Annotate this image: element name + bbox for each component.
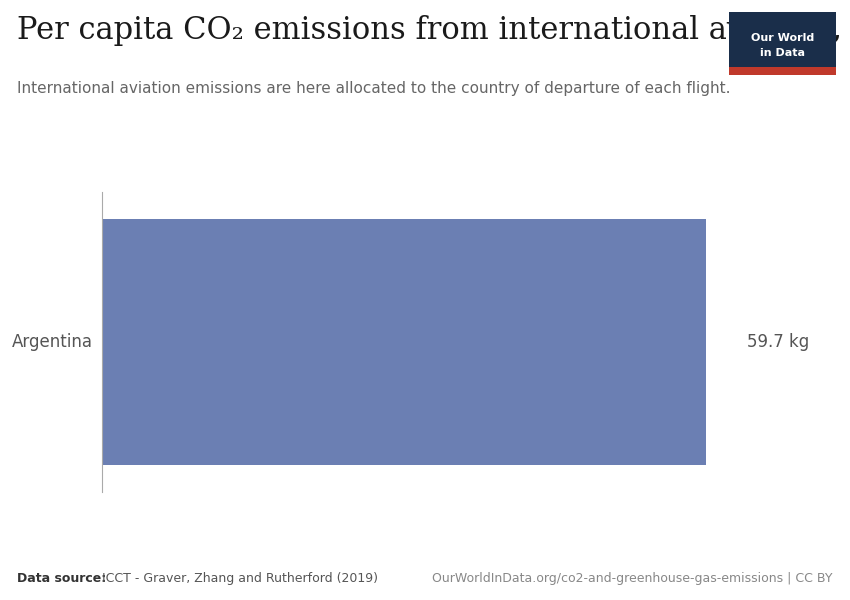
Text: Data source:: Data source: bbox=[17, 572, 106, 585]
Text: Argentina: Argentina bbox=[11, 333, 93, 351]
Text: Our World: Our World bbox=[751, 34, 814, 43]
Text: Per capita CO₂ emissions from international aviation, 2018: Per capita CO₂ emissions from internatio… bbox=[17, 15, 850, 46]
Text: ICCT - Graver, Zhang and Rutherford (2019): ICCT - Graver, Zhang and Rutherford (201… bbox=[98, 572, 377, 585]
Text: 59.7 kg: 59.7 kg bbox=[747, 333, 809, 351]
Text: International aviation emissions are here allocated to the country of departure : International aviation emissions are her… bbox=[17, 81, 730, 96]
Text: in Data: in Data bbox=[760, 48, 805, 58]
Text: OurWorldInData.org/co2-and-greenhouse-gas-emissions | CC BY: OurWorldInData.org/co2-and-greenhouse-ga… bbox=[433, 572, 833, 585]
Bar bbox=[102, 219, 706, 465]
